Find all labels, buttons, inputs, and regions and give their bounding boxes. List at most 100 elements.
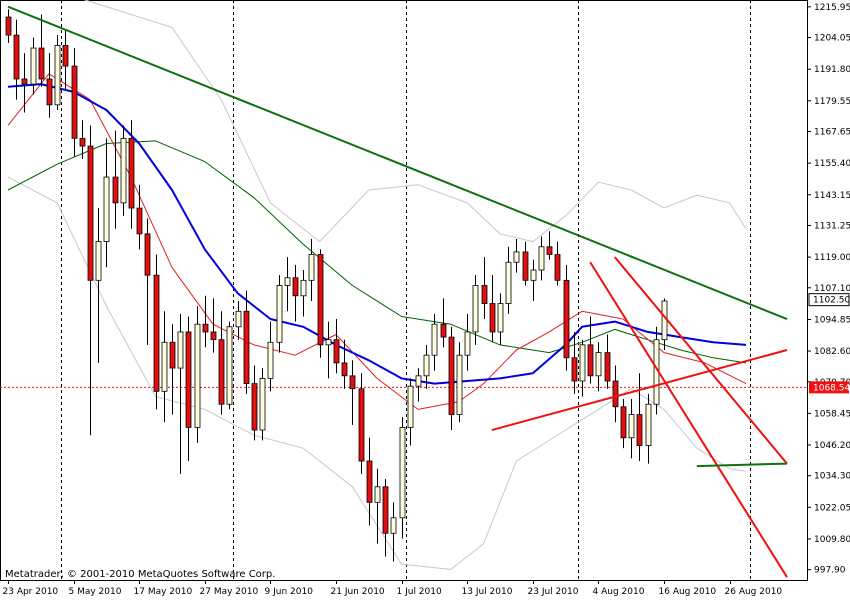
candle-53 bbox=[440, 298, 447, 348]
candle-55 bbox=[456, 342, 463, 423]
candle-13 bbox=[112, 130, 119, 229]
trend-line-4 bbox=[589, 261, 788, 578]
candle-body-73 bbox=[604, 352, 611, 382]
candle-body-70 bbox=[579, 344, 586, 382]
candle-body-22 bbox=[185, 331, 192, 428]
candles bbox=[5, 9, 668, 562]
candle-20 bbox=[169, 324, 176, 415]
candle-body-19 bbox=[161, 341, 168, 392]
candle-54 bbox=[448, 326, 455, 431]
level-price-box bbox=[809, 381, 849, 394]
candle-body-42 bbox=[349, 375, 356, 390]
candle-77 bbox=[636, 373, 643, 462]
candle-body-4 bbox=[38, 47, 45, 80]
candle-body-60 bbox=[497, 303, 504, 333]
current-price-box bbox=[808, 293, 850, 307]
x-tick-label-3: 27 May 2010 bbox=[200, 587, 259, 597]
candle-body-34 bbox=[284, 277, 291, 286]
candle-14 bbox=[120, 125, 127, 216]
candle-body-78 bbox=[645, 403, 652, 446]
candle-72 bbox=[595, 342, 602, 392]
candle-27 bbox=[226, 321, 233, 410]
y-tick-label-15: 1034.30 bbox=[814, 472, 850, 482]
y-tick-label-4: 1167.65 bbox=[814, 128, 850, 138]
candle-body-24 bbox=[202, 323, 209, 333]
candle-body-68 bbox=[563, 279, 570, 359]
candle-body-46 bbox=[382, 486, 389, 534]
candle-body-1 bbox=[13, 34, 20, 80]
candle-41 bbox=[341, 339, 348, 389]
candle-body-29 bbox=[243, 310, 250, 384]
candle-26 bbox=[218, 311, 225, 415]
candle-43 bbox=[358, 373, 365, 474]
candle-body-10 bbox=[87, 145, 94, 281]
candle-body-71 bbox=[587, 344, 594, 377]
candle-28 bbox=[235, 300, 242, 340]
y-tick-label-14: 1046.20 bbox=[814, 441, 850, 451]
candle-15 bbox=[128, 120, 135, 229]
y-tick-label-18: 997.90 bbox=[814, 566, 846, 576]
copyright-text: Metatrader, © 2001-2010 MetaQuotes Softw… bbox=[5, 569, 275, 580]
ma-slow-line bbox=[7, 140, 747, 364]
candle-body-7 bbox=[62, 45, 69, 67]
candle-68 bbox=[563, 264, 570, 371]
x-tick-label-9: 4 Aug 2010 bbox=[593, 587, 645, 597]
candle-48 bbox=[399, 417, 406, 539]
candle-0 bbox=[5, 9, 12, 43]
candle-body-43 bbox=[358, 388, 365, 462]
y-tick-label-16: 1022.05 bbox=[814, 503, 850, 513]
candle-46 bbox=[382, 479, 389, 557]
candle-body-38 bbox=[317, 254, 324, 346]
candle-body-18 bbox=[153, 274, 160, 392]
candle-29 bbox=[243, 290, 250, 394]
candle-24 bbox=[202, 295, 209, 348]
candle-body-25 bbox=[210, 331, 217, 341]
candle-body-66 bbox=[546, 246, 553, 255]
candle-10 bbox=[87, 125, 94, 436]
candle-69 bbox=[571, 331, 578, 394]
candle-9 bbox=[79, 120, 86, 160]
candle-body-36 bbox=[300, 279, 307, 297]
candle-70 bbox=[579, 339, 586, 397]
candle-32 bbox=[267, 321, 274, 392]
band-upper-line bbox=[83, 0, 747, 243]
candle-body-8 bbox=[71, 65, 78, 139]
candle-body-6 bbox=[54, 45, 61, 106]
candle-61 bbox=[505, 246, 512, 314]
candle-75 bbox=[620, 399, 627, 449]
y-tick-label-17: 1009.80 bbox=[814, 535, 850, 545]
candle-25 bbox=[210, 298, 217, 353]
candle-74 bbox=[612, 365, 619, 423]
candle-38 bbox=[317, 249, 324, 358]
candle-body-5 bbox=[46, 78, 53, 106]
y-tick-label-7: 1131.25 bbox=[814, 221, 850, 231]
candle-44 bbox=[366, 437, 373, 526]
y-tick-label-8: 1119.00 bbox=[814, 253, 850, 263]
candle-49 bbox=[407, 378, 414, 446]
trend-line-2 bbox=[491, 349, 788, 431]
candle-body-20 bbox=[169, 341, 176, 369]
candle-body-52 bbox=[431, 323, 438, 356]
trend-lines bbox=[7, 5, 788, 578]
candle-16 bbox=[136, 184, 143, 250]
candle-4 bbox=[38, 14, 45, 87]
x-tick-label-7: 13 Jul 2010 bbox=[462, 587, 513, 597]
candle-body-61 bbox=[505, 261, 512, 304]
candle-71 bbox=[587, 316, 594, 384]
candle-56 bbox=[464, 313, 471, 371]
candle-body-27 bbox=[226, 326, 233, 405]
candle-63 bbox=[522, 241, 529, 286]
candle-67 bbox=[554, 241, 561, 286]
x-tick-label-4: 9 Jun 2010 bbox=[265, 587, 314, 597]
candle-body-3 bbox=[30, 47, 37, 85]
candle-8 bbox=[71, 48, 78, 157]
candle-42 bbox=[349, 360, 356, 425]
current-price-label: 1102.50 bbox=[813, 296, 850, 306]
candle-1 bbox=[13, 19, 20, 100]
candle-body-59 bbox=[489, 303, 496, 333]
trend-line-5 bbox=[696, 462, 788, 468]
candle-22 bbox=[185, 316, 192, 462]
candle-45 bbox=[374, 468, 381, 544]
candle-51 bbox=[423, 344, 430, 389]
